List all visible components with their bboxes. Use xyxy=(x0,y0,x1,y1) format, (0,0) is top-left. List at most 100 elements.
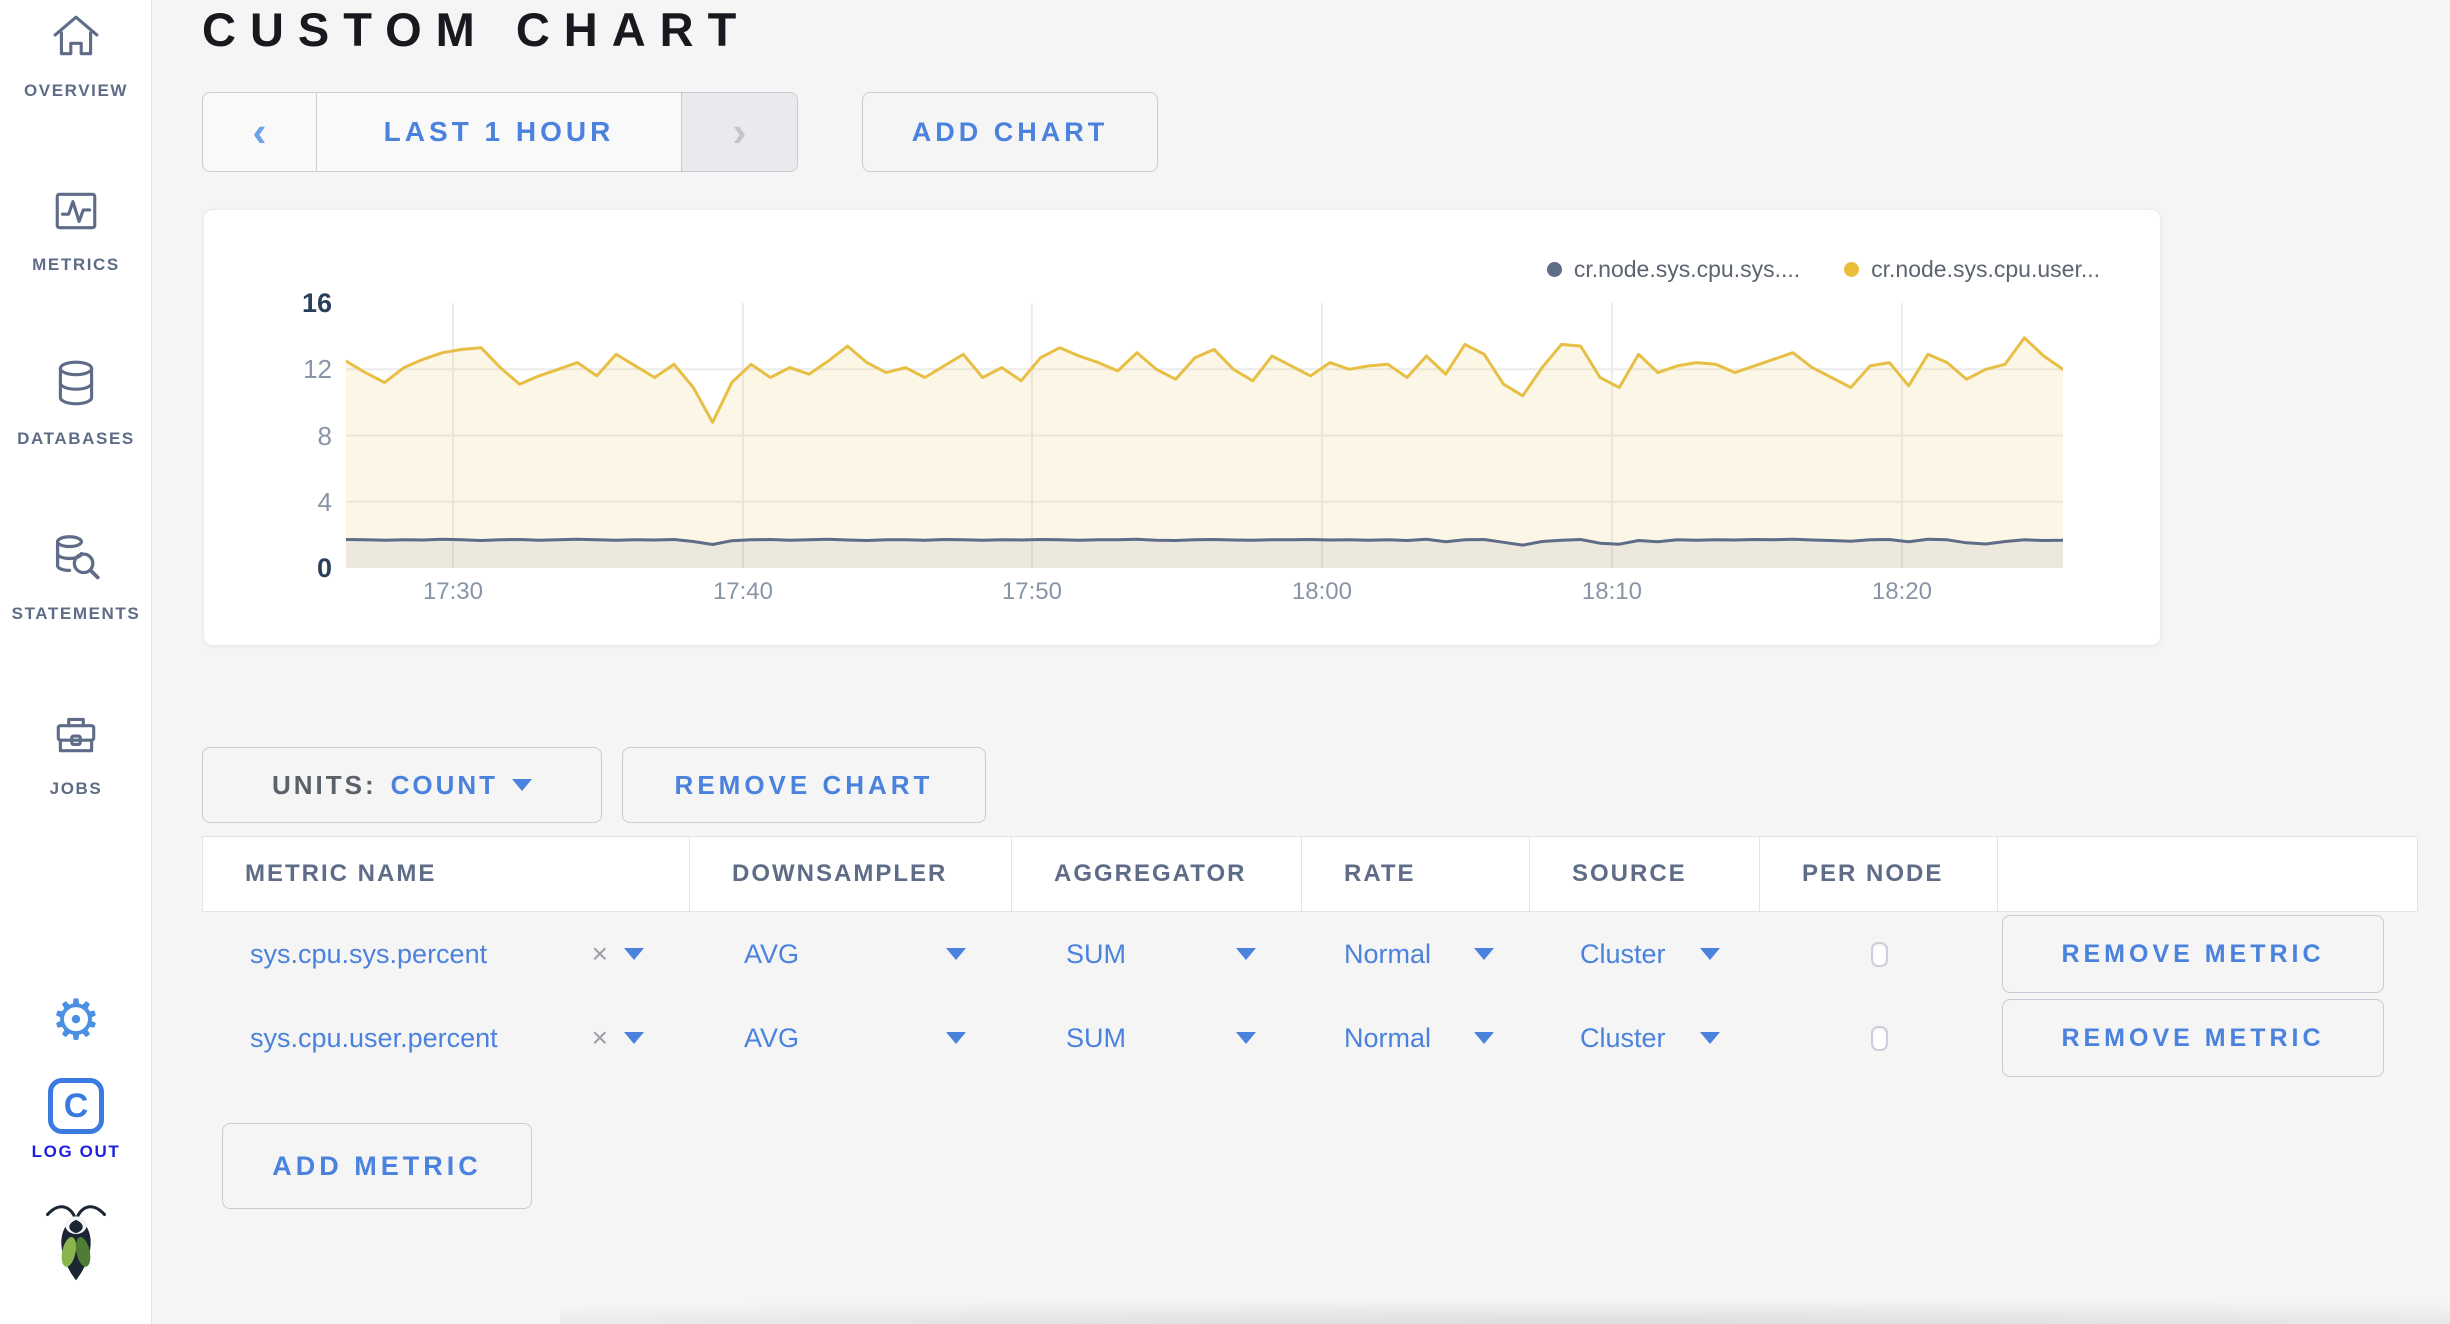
clear-metric-icon[interactable]: × xyxy=(591,938,608,969)
downsampler-value: AVG xyxy=(744,1022,800,1053)
sidebar-item-overview[interactable]: OVERVIEW xyxy=(0,12,152,101)
table-header-cell: AGGREGATOR xyxy=(1012,836,1302,912)
chart-legend: cr.node.sys.cpu.sys.... cr.node.sys.cpu.… xyxy=(1546,256,2100,283)
x-axis-label: 18:10 xyxy=(1581,578,1642,605)
rate-select[interactable]: Normal xyxy=(1302,996,1530,1080)
aggregator-select[interactable]: SUM xyxy=(1012,912,1302,996)
add-chart-button[interactable]: ADD CHART xyxy=(862,92,1158,172)
table-header-cell: DOWNSAMPLER xyxy=(690,836,1012,912)
units-label: UNITS: xyxy=(271,769,377,800)
time-range-selector: ‹ LAST 1 HOUR › xyxy=(202,92,798,172)
databases-icon xyxy=(0,358,152,415)
y-axis-label: 12 xyxy=(303,354,332,384)
x-axis-label: 17:40 xyxy=(712,578,773,605)
rate-select[interactable]: Normal xyxy=(1302,912,1530,996)
sidebar-item-jobs[interactable]: JOBS xyxy=(0,710,152,799)
legend-dot xyxy=(1546,262,1562,277)
downsampler-select[interactable]: AVG xyxy=(690,996,1012,1080)
source-select[interactable]: Cluster xyxy=(1530,996,1760,1080)
logout-label: LOG OUT xyxy=(31,1142,121,1161)
logout-icon: C xyxy=(48,1078,104,1134)
source-select[interactable]: Cluster xyxy=(1530,912,1760,996)
logout-button[interactable]: C LOG OUT xyxy=(0,1078,152,1162)
sidebar-item-statements[interactable]: STATEMENTS xyxy=(0,533,152,624)
sidebar-item-label: DATABASES xyxy=(17,429,135,448)
cockroach-bug-icon xyxy=(46,1205,106,1281)
home-icon xyxy=(0,12,152,67)
sidebar-item-label: STATEMENTS xyxy=(11,604,141,623)
legend-item-sys[interactable]: cr.node.sys.cpu.sys.... xyxy=(1546,256,1801,283)
y-axis-label: 16 xyxy=(301,288,332,318)
units-dropdown[interactable]: UNITS: COUNT xyxy=(202,747,602,823)
table-row: sys.cpu.user.percent × AVG SUM Normal Cl… xyxy=(202,996,2418,1080)
caret-down-icon xyxy=(512,779,533,791)
metric-name[interactable]: sys.cpu.user.percent xyxy=(250,1022,498,1053)
sidebar-item-databases[interactable]: DATABASES xyxy=(0,358,152,449)
sidebar-item-metrics[interactable]: METRICS xyxy=(0,186,152,275)
time-range-display[interactable]: LAST 1 HOUR xyxy=(383,116,615,147)
add-metric-button[interactable]: ADD METRIC xyxy=(222,1123,532,1209)
gear-icon: ⚙ xyxy=(50,988,102,1051)
x-axis-label: 17:30 xyxy=(422,578,483,605)
statements-icon xyxy=(0,533,152,590)
table-header-cell: METRIC NAME xyxy=(202,836,690,912)
time-range-next-button[interactable]: › xyxy=(681,93,797,171)
page-title: CUSTOM CHART xyxy=(202,3,751,56)
chart-plot[interactable] xyxy=(346,303,2063,568)
per-node-checkbox[interactable] xyxy=(1870,941,1888,967)
cockroach-logo[interactable] xyxy=(0,1200,152,1291)
table-header-cell xyxy=(1998,836,2418,912)
metrics-table: METRIC NAME DOWNSAMPLER AGGREGATOR RATE … xyxy=(202,836,2418,1080)
per-node-checkbox[interactable] xyxy=(1870,1025,1888,1051)
aggregator-value: SUM xyxy=(1066,1022,1126,1053)
downsampler-value: AVG xyxy=(744,938,800,969)
table-header-cell: SOURCE xyxy=(1530,836,1760,912)
caret-down-icon xyxy=(946,948,966,960)
table-row: sys.cpu.sys.percent × AVG SUM Normal Clu… xyxy=(202,912,2418,996)
sidebar-item-label: JOBS xyxy=(49,779,103,798)
sidebar-item-label: OVERVIEW xyxy=(23,81,129,100)
legend-label: cr.node.sys.cpu.user... xyxy=(1871,256,2100,282)
chevron-right-icon: › xyxy=(732,108,747,156)
x-axis-label: 17:50 xyxy=(1001,578,1062,605)
caret-down-icon xyxy=(1236,948,1256,960)
sidebar: OVERVIEW METRICS DATABASES xyxy=(0,0,152,1324)
caret-down-icon xyxy=(1236,1032,1256,1044)
legend-dot xyxy=(1844,262,1860,277)
legend-item-user[interactable]: cr.node.sys.cpu.user... xyxy=(1844,256,2100,283)
remove-chart-button[interactable]: REMOVE CHART xyxy=(622,747,986,823)
remove-metric-button[interactable]: REMOVE METRIC xyxy=(2002,999,2384,1077)
rate-value: Normal xyxy=(1344,1022,1432,1053)
source-value: Cluster xyxy=(1580,1022,1666,1053)
source-value: Cluster xyxy=(1580,938,1666,969)
time-range-prev-button[interactable]: ‹ xyxy=(203,93,317,171)
y-axis-label: 8 xyxy=(317,421,332,451)
table-header-row: METRIC NAME DOWNSAMPLER AGGREGATOR RATE … xyxy=(202,836,2418,912)
legend-label: cr.node.sys.cpu.sys.... xyxy=(1573,256,1801,282)
aggregator-select[interactable]: SUM xyxy=(1012,996,1302,1080)
jobs-icon xyxy=(0,710,152,765)
clear-metric-icon[interactable]: × xyxy=(591,1022,608,1053)
caret-down-icon xyxy=(1474,948,1494,960)
x-axis-label: 18:00 xyxy=(1291,578,1352,605)
sidebar-item-label: METRICS xyxy=(32,255,120,274)
remove-metric-button[interactable]: REMOVE METRIC xyxy=(2002,915,2384,993)
metrics-icon xyxy=(0,186,152,241)
chart-svg xyxy=(346,303,2063,568)
units-value: COUNT xyxy=(390,769,499,800)
aggregator-value: SUM xyxy=(1066,938,1126,969)
caret-down-icon xyxy=(1474,1032,1494,1044)
x-axis-label: 18:20 xyxy=(1871,578,1932,605)
caret-down-icon[interactable] xyxy=(624,1032,644,1044)
chart-card: cr.node.sys.cpu.sys.... cr.node.sys.cpu.… xyxy=(203,209,2161,646)
caret-down-icon[interactable] xyxy=(624,948,644,960)
rate-value: Normal xyxy=(1344,938,1432,969)
chevron-left-icon: ‹ xyxy=(252,108,267,156)
caret-down-icon xyxy=(1700,948,1720,960)
table-header-cell: RATE xyxy=(1302,836,1530,912)
y-axis-label: 0 xyxy=(316,553,332,583)
downsampler-select[interactable]: AVG xyxy=(690,912,1012,996)
settings-button[interactable]: ⚙ xyxy=(0,992,152,1048)
metric-name[interactable]: sys.cpu.sys.percent xyxy=(250,938,488,969)
